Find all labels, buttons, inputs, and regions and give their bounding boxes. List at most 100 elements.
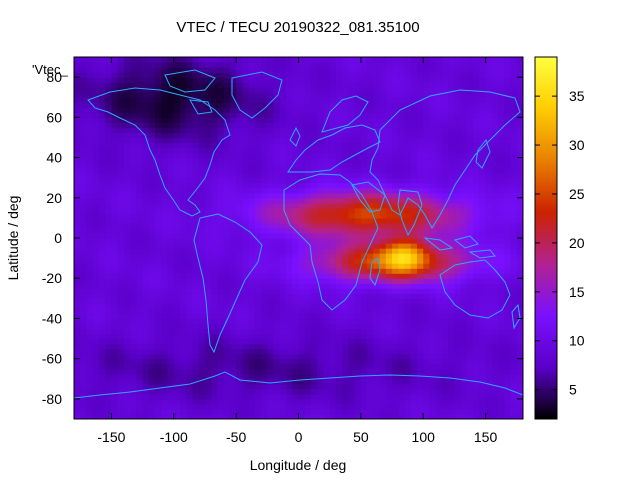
heatmap-cell: [105, 278, 113, 284]
heatmap-cell: [298, 283, 306, 289]
heatmap-cell: [360, 288, 368, 294]
heatmap-cell: [360, 278, 368, 284]
heatmap-cell: [329, 217, 337, 224]
heatmap-cell: [404, 147, 412, 154]
heatmap-cell: [491, 408, 499, 415]
heatmap-cell: [248, 303, 256, 309]
heatmap-cell: [473, 172, 480, 179]
heatmap-cell: [491, 293, 499, 299]
heatmap-cell: [130, 253, 137, 259]
heatmap-cell: [473, 413, 480, 419]
heatmap-cell: [136, 87, 144, 93]
heatmap-cell: [186, 72, 194, 78]
heatmap-cell: [136, 167, 144, 174]
heatmap-cell: [86, 192, 94, 199]
heatmap-cell: [180, 132, 187, 139]
heatmap-cell: [98, 227, 106, 234]
heatmap-cell: [367, 283, 374, 289]
heatmap-cell: [161, 102, 169, 108]
heatmap-cell: [111, 217, 119, 224]
heatmap-cell: [161, 162, 169, 169]
heatmap-cell: [136, 243, 144, 249]
heatmap-cell: [367, 388, 374, 395]
heatmap-cell: [423, 243, 431, 249]
heatmap-cell: [416, 232, 424, 239]
heatmap-cell: [342, 363, 349, 370]
heatmap-cell: [223, 253, 231, 259]
heatmap-cell: [136, 303, 144, 309]
heatmap-cell: [485, 263, 493, 269]
heatmap-cell: [242, 92, 250, 98]
heatmap-cell: [335, 318, 343, 325]
heatmap-cell: [379, 62, 387, 68]
heatmap-cell: [123, 102, 131, 108]
heatmap-cell: [92, 298, 100, 304]
heatmap-cell: [348, 167, 356, 174]
heatmap-cell: [273, 358, 281, 365]
heatmap-cell: [423, 187, 431, 194]
heatmap-cell: [86, 393, 94, 400]
heatmap-cell: [204, 182, 212, 189]
heatmap-cell: [173, 187, 181, 194]
heatmap-cell: [292, 293, 300, 299]
heatmap-cell: [292, 57, 300, 63]
heatmap-cell: [98, 343, 106, 350]
heatmap-cell: [342, 112, 349, 118]
heatmap-cell: [385, 278, 393, 284]
heatmap-cell: [298, 278, 306, 284]
heatmap-cell: [473, 323, 480, 330]
heatmap-cell: [498, 388, 505, 395]
heatmap-cell: [217, 333, 225, 340]
heatmap-cell: [360, 62, 368, 68]
heatmap-cell: [267, 172, 275, 179]
heatmap-cell: [261, 127, 268, 134]
heatmap-cell: [261, 393, 268, 400]
heatmap-cell: [304, 293, 312, 299]
heatmap-cell: [192, 227, 200, 234]
heatmap-cell: [105, 388, 113, 395]
heatmap-cell: [367, 288, 374, 294]
heatmap-cell: [460, 293, 468, 299]
heatmap-cell: [379, 67, 387, 73]
heatmap-cell: [466, 373, 474, 380]
heatmap-cell: [273, 107, 281, 113]
heatmap-cell: [261, 283, 268, 289]
heatmap-cell: [286, 232, 293, 239]
heatmap-cell: [310, 167, 318, 174]
heatmap-cell: [404, 107, 412, 113]
heatmap-cell: [254, 253, 262, 259]
heatmap-cell: [404, 248, 412, 254]
heatmap-cell: [473, 263, 480, 269]
heatmap-cell: [504, 383, 512, 390]
heatmap-cell: [310, 202, 318, 209]
heatmap-cell: [392, 162, 399, 169]
heatmap-cell: [173, 363, 181, 370]
heatmap-cell: [392, 243, 399, 249]
heatmap-cell: [180, 57, 187, 63]
heatmap-cell: [117, 117, 125, 123]
heatmap-cell: [198, 112, 206, 118]
heatmap-cell: [86, 217, 94, 224]
heatmap-cell: [448, 152, 456, 159]
heatmap-cell: [136, 333, 144, 340]
heatmap-cell: [385, 288, 393, 294]
heatmap-cell: [498, 197, 505, 204]
heatmap-cell: [111, 62, 119, 68]
heatmap-cell: [136, 413, 144, 419]
heatmap-cell: [441, 77, 449, 83]
heatmap-cell: [80, 232, 88, 239]
heatmap-cell: [435, 87, 443, 93]
heatmap-cell: [298, 77, 306, 83]
heatmap-cell: [367, 358, 374, 365]
heatmap-cell: [261, 122, 268, 128]
heatmap-cell: [317, 408, 325, 415]
heatmap-cell: [354, 152, 362, 159]
heatmap-cell: [130, 192, 137, 199]
heatmap-cell: [111, 363, 119, 370]
heatmap-cell: [198, 72, 206, 78]
heatmap-cell: [323, 413, 331, 419]
heatmap-cell: [286, 413, 293, 419]
heatmap-cell: [385, 212, 393, 219]
heatmap-cell: [460, 67, 468, 73]
heatmap-cell: [504, 308, 512, 315]
